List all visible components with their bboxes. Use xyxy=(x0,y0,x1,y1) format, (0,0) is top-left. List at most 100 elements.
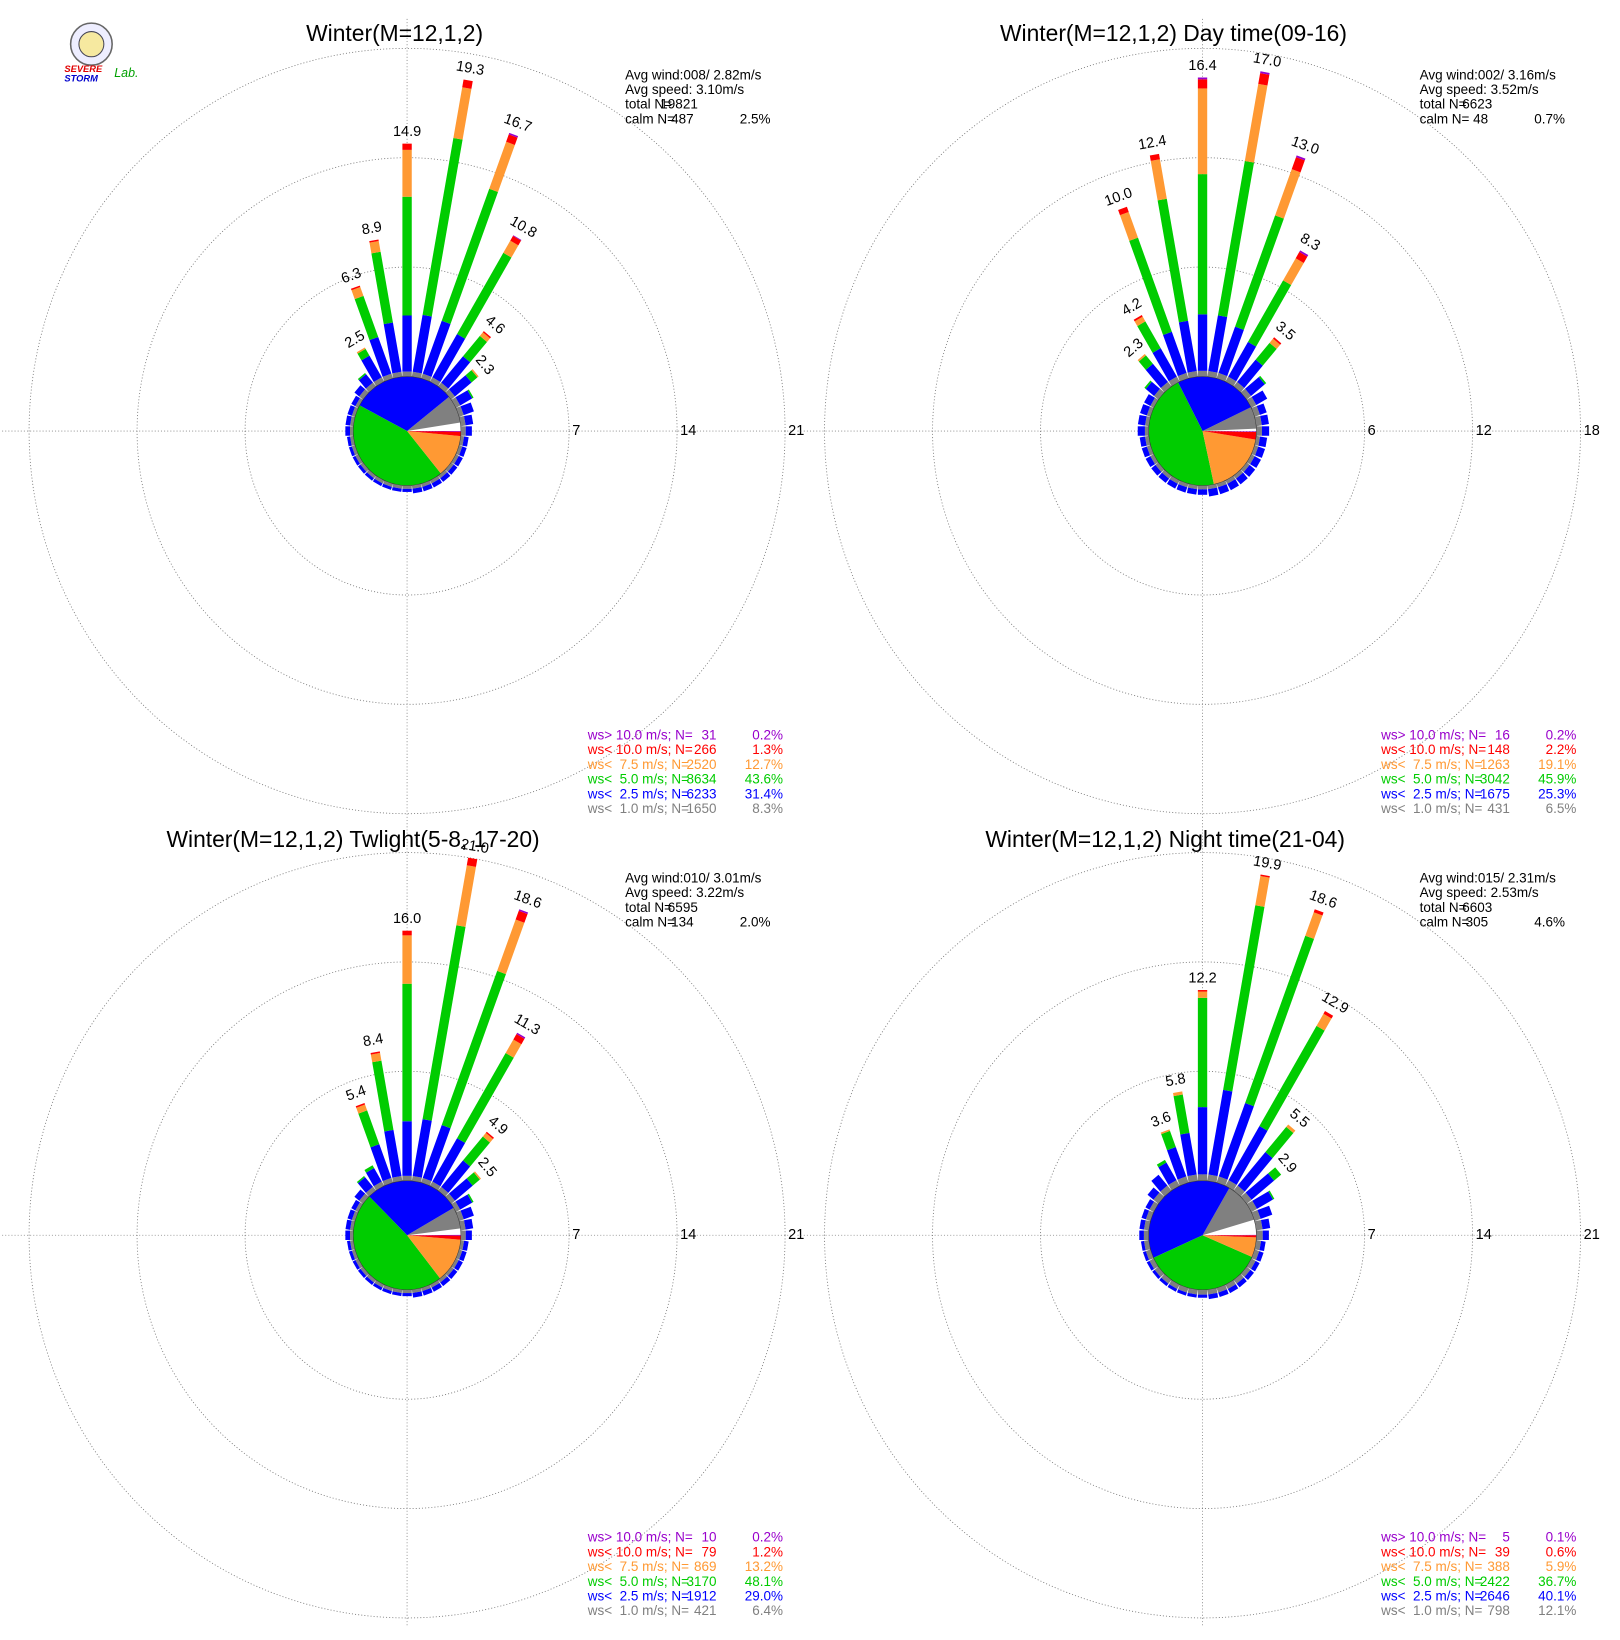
bar-segment xyxy=(445,1266,454,1277)
bar-segment xyxy=(358,1110,380,1148)
grid-ring xyxy=(244,266,570,596)
legend-pct: 19.1% xyxy=(1538,757,1576,772)
bar-segment xyxy=(372,1282,383,1291)
pie-slice xyxy=(407,1235,461,1279)
bar-segment xyxy=(1137,414,1147,426)
grid-ring xyxy=(28,47,786,815)
bar-segment xyxy=(456,406,464,417)
bar-segment xyxy=(485,1131,494,1139)
logo-emblem-inner xyxy=(78,31,105,58)
bar-segment xyxy=(441,1160,471,1193)
bar-segment xyxy=(384,1129,402,1178)
bar-segment xyxy=(1246,1200,1257,1213)
bar-segment xyxy=(422,137,463,317)
bar-segment xyxy=(1133,315,1143,322)
stat-text: calm N= xyxy=(625,111,675,126)
legend-count: 79 xyxy=(702,1544,717,1559)
bar-segment xyxy=(354,385,366,397)
bar-segment xyxy=(422,483,433,492)
pie-slice xyxy=(407,1235,462,1240)
bar-segment xyxy=(1254,415,1262,427)
bar-segment xyxy=(411,1288,422,1293)
pie-slice xyxy=(1202,1235,1257,1257)
bar-segment xyxy=(412,487,423,494)
bar-segment xyxy=(1146,406,1154,417)
bar-segment xyxy=(366,469,376,479)
legend-pct: 0.2% xyxy=(752,727,783,742)
r-tick-label: 18 xyxy=(1584,423,1600,439)
chart-title: Winter(M=12,1,2) Night time(21-04) xyxy=(985,826,1345,852)
legend-pct: 6.5% xyxy=(1546,801,1577,816)
bar-segment xyxy=(1245,935,1315,1107)
bar-segment xyxy=(350,435,355,446)
bar-segment xyxy=(1256,1251,1264,1262)
bar-segment xyxy=(411,371,422,379)
bar-total-label: 17.0 xyxy=(1252,50,1283,71)
bar-segment xyxy=(448,1178,473,1201)
bar-segment xyxy=(1145,1249,1154,1261)
r-tick-label: 7 xyxy=(572,423,580,439)
bar-segment xyxy=(445,1193,455,1204)
grid-ring xyxy=(1040,1070,1365,1400)
bar-segment xyxy=(1295,251,1308,263)
bar-total-label: 13.0 xyxy=(1289,134,1321,159)
bar-segment xyxy=(1146,445,1154,456)
bar-segment xyxy=(1256,403,1267,415)
stat-text: Avg wind:010/ 3.01m/s xyxy=(625,870,761,885)
bar-segment xyxy=(1160,1185,1172,1197)
bar-segment xyxy=(1151,464,1162,476)
bar-segment xyxy=(1259,1025,1325,1131)
pie-slice xyxy=(359,376,450,432)
bar-segment xyxy=(464,1218,474,1230)
bar-segment xyxy=(445,462,454,472)
bar-segment xyxy=(1197,88,1208,175)
bar-total-label: 8.4 xyxy=(362,1031,385,1050)
stat-value: 2.0% xyxy=(740,915,771,930)
bar-segment xyxy=(402,143,412,150)
chart-title: Winter(M=12,1,2) xyxy=(306,20,483,46)
bar-segment xyxy=(1227,479,1239,491)
bar-segment xyxy=(438,382,449,393)
bar-total-label: 11.3 xyxy=(511,1011,542,1039)
bar-segment xyxy=(454,455,463,467)
bar-segment xyxy=(354,1189,366,1201)
bar-segment xyxy=(1177,1176,1189,1186)
pie-slice xyxy=(407,1228,462,1236)
bar-segment xyxy=(465,1230,472,1240)
bar-segment xyxy=(402,485,412,489)
stat-text: Avg speed: 3.52m/s xyxy=(1420,82,1539,97)
bar-segment xyxy=(1168,376,1180,387)
legend-label: ws< 1.0 m/s; N= xyxy=(1380,801,1482,816)
bar-segment xyxy=(459,1240,465,1250)
bar-segment xyxy=(1262,1230,1269,1240)
bar-segment xyxy=(1265,1126,1294,1159)
stat-value: 134 xyxy=(671,915,694,930)
legend-label: ws< 10.0 m/s; N= xyxy=(1380,1544,1486,1559)
stat-value: 19821 xyxy=(660,97,698,112)
bar-segment xyxy=(1207,1288,1218,1295)
bar-segment xyxy=(1286,1124,1296,1134)
bar-segment xyxy=(466,857,478,867)
bar-segment xyxy=(357,464,367,474)
bar-segment xyxy=(462,79,473,89)
legend-pct: 13.2% xyxy=(745,1559,783,1574)
logo-text: SEVERE xyxy=(64,63,103,74)
bar-segment xyxy=(430,1280,440,1288)
bar-segment xyxy=(1260,414,1269,426)
bar-segment xyxy=(352,1260,360,1270)
bar-segment xyxy=(345,1219,352,1230)
bar-segment xyxy=(1180,1132,1197,1177)
bar-segment xyxy=(1296,155,1306,161)
legend-pct: 5.9% xyxy=(1546,1559,1577,1574)
bar-segment xyxy=(412,1119,432,1178)
bar-segment xyxy=(1323,1011,1334,1019)
bar-segment xyxy=(518,909,529,914)
bar-segment xyxy=(392,484,403,489)
bar-segment xyxy=(473,1171,481,1180)
pie-slice xyxy=(407,422,462,432)
bar-segment xyxy=(1305,912,1323,939)
bar-segment xyxy=(440,1276,451,1287)
legend-label: ws< 5.0 m/s; N= xyxy=(587,1574,689,1589)
